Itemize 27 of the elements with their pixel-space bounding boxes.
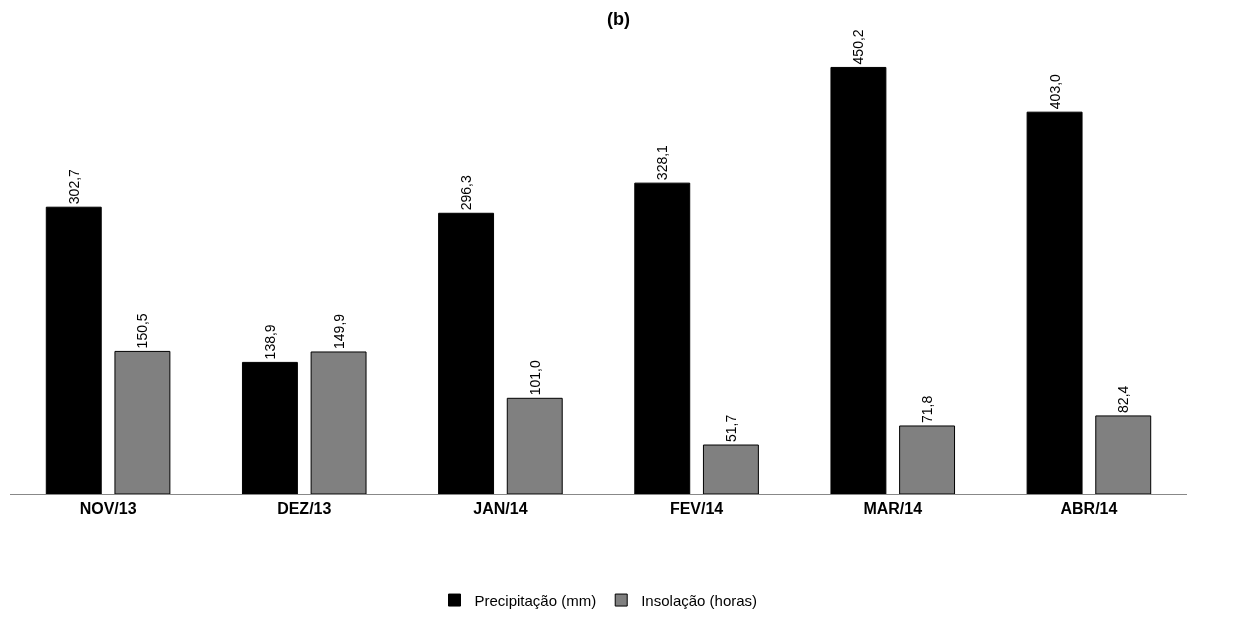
x-tick-label: MAR/14: [863, 500, 923, 518]
legend-label: Precipitação (mm): [474, 591, 597, 609]
bar: [1026, 111, 1083, 494]
bar: [438, 212, 495, 494]
x-tick-label: NOV/13: [79, 500, 137, 518]
bar: [634, 182, 691, 494]
data-label: 450,2: [850, 29, 867, 65]
bar: [241, 361, 298, 494]
data-label: 150,5: [134, 313, 151, 349]
data-label: 149,9: [330, 313, 347, 349]
data-label: 302,7: [65, 168, 82, 205]
data-label: 328,1: [654, 144, 671, 181]
data-label: 51,7: [722, 414, 739, 443]
data-label: 296,3: [458, 175, 475, 211]
data-label: 138,9: [261, 324, 278, 360]
chart-title: (b): [607, 9, 630, 30]
data-label: 101,0: [526, 360, 543, 396]
x-tick-label: FEV/14: [669, 500, 724, 518]
bar: [45, 206, 102, 494]
x-tick-label: ABR/14: [1060, 500, 1118, 518]
data-label: 71,8: [919, 395, 936, 423]
legend-label: Insolação (horas): [641, 591, 758, 609]
data-label: 403,0: [1046, 73, 1063, 110]
data-label: 82,4: [1115, 385, 1132, 413]
x-tick-label: JAN/14: [473, 500, 528, 518]
x-tick-label: DEZ/13: [277, 500, 332, 518]
bar: [830, 66, 887, 494]
